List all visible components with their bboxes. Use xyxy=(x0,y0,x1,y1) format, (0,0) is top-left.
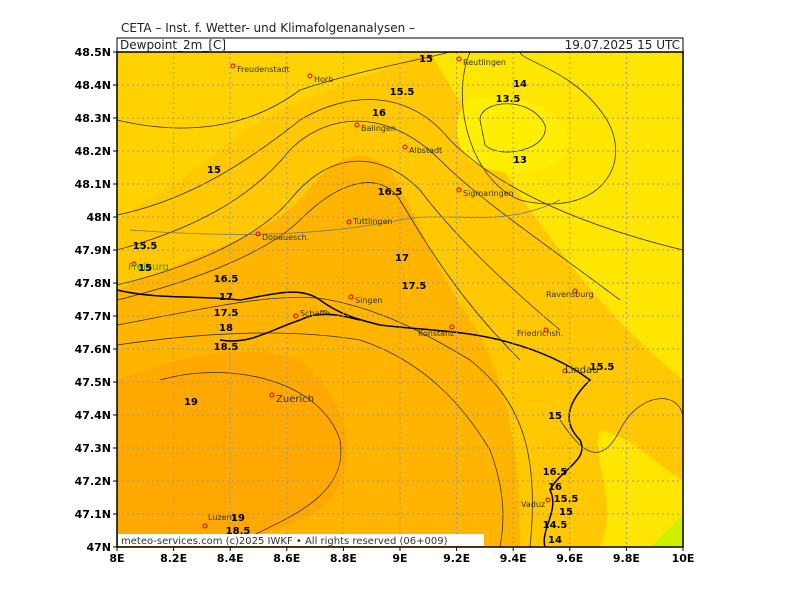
city-marker xyxy=(545,497,551,503)
lon-label: 9.4E xyxy=(500,552,527,565)
contour-label: 14 xyxy=(548,535,562,546)
contour-label: 16.5 xyxy=(214,274,239,285)
contour-label: 17.5 xyxy=(214,308,239,319)
city-label: Albstadt xyxy=(409,146,442,155)
lat-label: 47.5N xyxy=(75,376,111,389)
city-marker xyxy=(230,63,236,69)
contour-label: 14 xyxy=(513,79,527,90)
contour-label: 17 xyxy=(395,253,409,264)
contour-label: 16.5 xyxy=(378,187,403,198)
contour-label: 17.5 xyxy=(402,281,427,292)
city-label: Zuerich xyxy=(276,394,314,405)
contour-label: 16 xyxy=(548,482,562,493)
city-label: Freudenstadt xyxy=(237,65,290,74)
lat-label: 47.1N xyxy=(75,508,111,521)
city-marker xyxy=(354,122,360,128)
lon-label: 8.8E xyxy=(330,552,357,565)
contour-label: 18.5 xyxy=(214,342,239,353)
city-label: Vaduz xyxy=(521,500,545,509)
lon-label: 8.2E xyxy=(160,552,187,565)
map-frame xyxy=(116,51,684,548)
city-marker xyxy=(456,187,462,193)
contour-label: 19 xyxy=(231,513,245,524)
footer: meteo-services.com (c)2025 IWKF • All ri… xyxy=(121,536,448,547)
city-label: Lindau xyxy=(565,365,599,376)
contour-label: 18.5 xyxy=(226,526,251,537)
city-label: Schaffh. xyxy=(300,309,333,318)
contour-label: 15 xyxy=(559,507,573,518)
lon-label: 8.6E xyxy=(273,552,300,565)
contour-label: 15 xyxy=(138,263,152,274)
city-marker xyxy=(346,219,352,225)
lat-label: 47.4N xyxy=(75,409,111,422)
lon-label: 10E xyxy=(672,552,695,565)
contour-label: 13.5 xyxy=(496,94,521,105)
city-marker xyxy=(562,368,568,374)
valid-time: 19.07.2025 15 UTC xyxy=(565,38,680,52)
footer-box xyxy=(118,534,484,546)
lat-label: 47.8N xyxy=(75,277,111,290)
city-label: Sigmaringen xyxy=(463,189,514,198)
lon-label: 8.4E xyxy=(217,552,244,565)
lat-label: 48.4N xyxy=(75,79,111,92)
lat-label: 47N xyxy=(86,541,111,554)
city-marker xyxy=(348,294,354,300)
city-marker xyxy=(572,288,578,294)
contour-label: 15.5 xyxy=(390,87,415,98)
contour-label: 13 xyxy=(513,155,527,166)
city-marker xyxy=(255,231,261,237)
city-marker xyxy=(402,144,408,150)
field-name: Dewpoint_2m_[C] xyxy=(120,38,226,52)
city-marker xyxy=(543,327,549,333)
contour-label: 14.5 xyxy=(543,520,568,531)
lat-label: 48.1N xyxy=(75,178,111,191)
lat-label: 47.3N xyxy=(75,442,111,455)
lat-label: 48.5N xyxy=(75,46,111,59)
contour-label: 16 xyxy=(372,108,386,119)
city-marker xyxy=(202,523,208,529)
lon-label: 8E xyxy=(109,552,124,565)
city-label: Friedrichsh. xyxy=(517,329,563,338)
contour-label: 15 xyxy=(207,165,221,176)
contour-label: 17 xyxy=(219,292,233,303)
lat-label: 48.2N xyxy=(75,145,111,158)
contour-label: 15.5 xyxy=(590,362,615,373)
lon-label: 9.2E xyxy=(443,552,470,565)
lat-label: 47.6N xyxy=(75,343,111,356)
city-marker xyxy=(456,56,462,62)
lat-label: 47.9N xyxy=(75,244,111,257)
contour-label: 15.5 xyxy=(554,494,579,505)
city-label: Balingen xyxy=(361,124,396,133)
contour-label: 15.5 xyxy=(133,241,158,252)
city-label: Reutlingen xyxy=(463,58,506,67)
city-label: Luzern xyxy=(208,513,235,522)
lon-label: 9E xyxy=(392,552,407,565)
city-label: Konstanz xyxy=(418,329,454,338)
lat-label: 48.3N xyxy=(75,112,111,125)
contour-label: 18 xyxy=(219,323,233,334)
city-marker xyxy=(307,73,313,79)
contour-label: 16.5 xyxy=(543,467,568,478)
city-marker xyxy=(293,313,299,319)
contour-label: 15 xyxy=(419,54,433,65)
city-label: Donauesch. xyxy=(262,233,309,242)
city-label: Singen xyxy=(355,296,382,305)
lat-label: 47.7N xyxy=(75,310,111,323)
title: CETA – Inst. f. Wetter- und Klimafolgena… xyxy=(121,21,415,35)
lon-label: 9.8E xyxy=(613,552,640,565)
city-label: Ravensburg xyxy=(546,290,594,299)
city-marker xyxy=(131,261,137,267)
lon-label: 9.6E xyxy=(556,552,583,565)
city-marker xyxy=(269,392,275,398)
contour-label: 15 xyxy=(548,411,562,422)
city-label: Tuttlingen xyxy=(352,217,393,226)
city-marker xyxy=(449,324,455,330)
lat-label: 48N xyxy=(86,211,111,224)
city-label: Freiburg xyxy=(128,262,169,273)
contour-label: 19 xyxy=(184,397,198,408)
city-label: Horb xyxy=(314,75,333,84)
lat-label: 47.2N xyxy=(75,475,111,488)
